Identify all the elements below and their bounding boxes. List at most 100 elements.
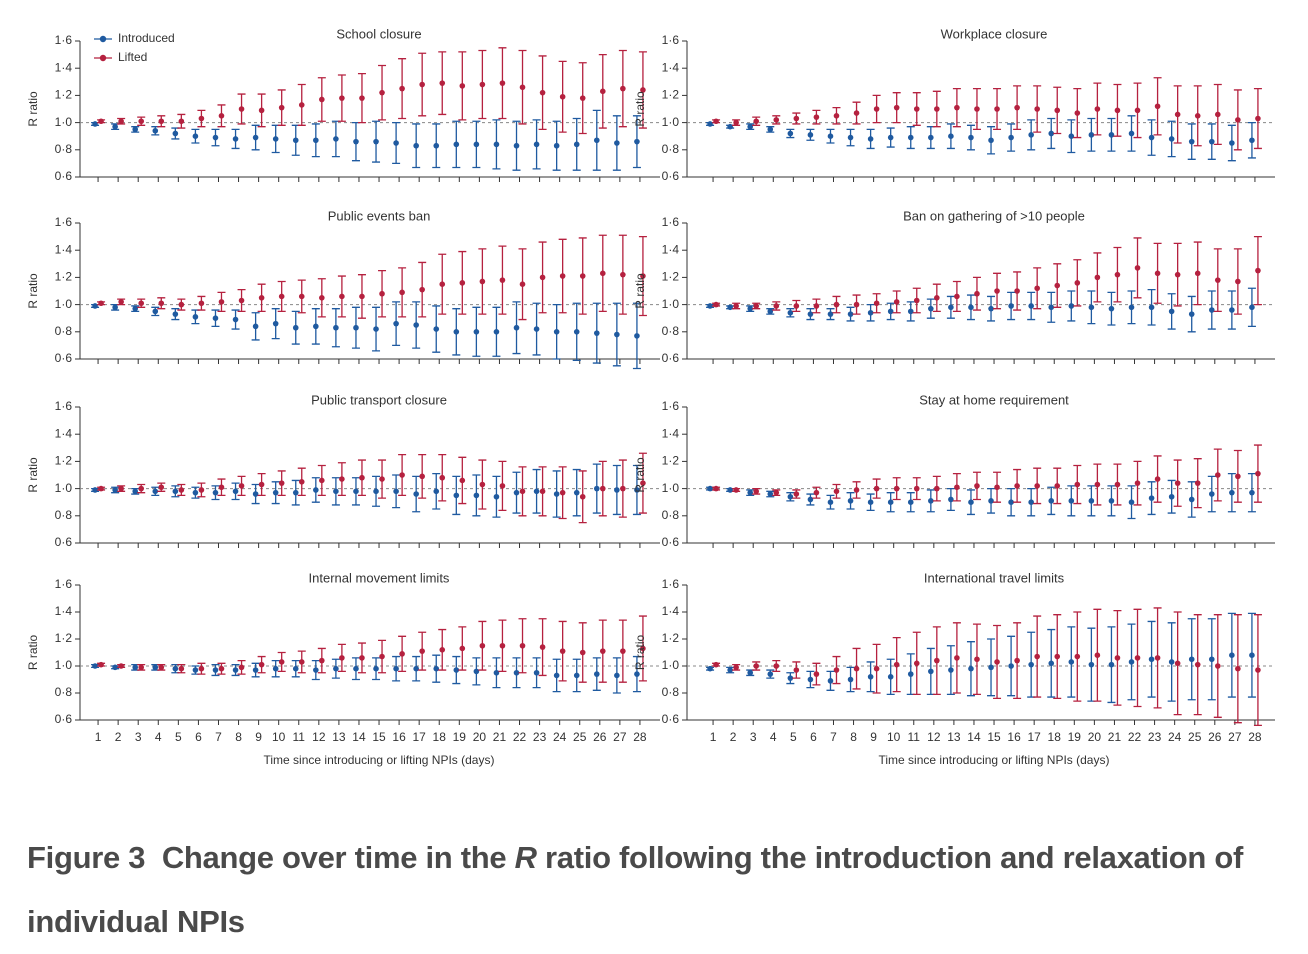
y-axis-label: R ratio <box>26 91 40 127</box>
point <box>1094 652 1101 658</box>
point <box>439 474 446 481</box>
y-tick-label: 1·6 <box>662 399 680 413</box>
y-tick-label: 0·6 <box>55 535 73 549</box>
y-tick-label: 1·6 <box>55 33 73 47</box>
point <box>948 304 954 311</box>
point <box>1208 307 1215 313</box>
point <box>232 667 239 673</box>
point <box>178 487 185 493</box>
y-tick-label: 1·0 <box>662 481 680 495</box>
point <box>419 648 425 654</box>
point <box>913 297 920 304</box>
x-tick-label: 20 <box>473 730 487 744</box>
point <box>873 300 880 307</box>
point <box>192 489 199 496</box>
point <box>553 672 560 679</box>
x-tick-label: 25 <box>573 730 587 744</box>
point <box>1174 271 1181 278</box>
point <box>559 93 566 100</box>
point <box>928 498 934 504</box>
point <box>1054 282 1061 289</box>
point <box>379 89 385 96</box>
point <box>807 676 814 683</box>
point <box>1174 480 1181 486</box>
point <box>399 289 405 296</box>
point <box>934 485 940 492</box>
point <box>479 81 486 88</box>
point <box>359 474 365 481</box>
point <box>218 113 225 119</box>
point <box>1194 270 1201 277</box>
point <box>92 121 98 127</box>
point <box>313 323 319 330</box>
point <box>1174 111 1181 118</box>
point <box>419 473 425 480</box>
point <box>634 138 640 145</box>
point <box>313 667 319 673</box>
point <box>634 487 640 493</box>
y-tick-label: 1·4 <box>55 426 73 440</box>
y-tick-label: 1·6 <box>662 577 680 591</box>
point <box>533 141 540 148</box>
x-tick-label: 11 <box>908 730 921 744</box>
point <box>1134 107 1141 114</box>
y-tick-label: 0·8 <box>55 324 73 338</box>
point <box>1148 656 1155 663</box>
point <box>373 138 379 145</box>
x-tick-label: 8 <box>850 730 857 744</box>
point <box>353 488 359 495</box>
point <box>1168 659 1175 665</box>
point <box>733 487 739 493</box>
point <box>1108 661 1115 668</box>
point <box>1114 107 1121 114</box>
point <box>1048 130 1055 137</box>
point <box>433 142 440 149</box>
point <box>353 138 359 145</box>
point <box>252 323 259 330</box>
point <box>713 118 719 125</box>
point <box>833 667 840 673</box>
point <box>493 493 500 500</box>
point <box>313 137 319 144</box>
point <box>1194 661 1201 668</box>
point <box>158 300 165 307</box>
point <box>974 483 980 489</box>
panel: Ban on gathering of >10 people R ratio 0·6… <box>633 208 1275 365</box>
point <box>747 305 754 312</box>
point <box>533 488 540 495</box>
point <box>533 326 540 332</box>
point <box>579 649 586 656</box>
point <box>1235 278 1241 285</box>
point <box>232 316 239 323</box>
point <box>634 671 640 677</box>
point <box>1208 491 1215 497</box>
point <box>1214 472 1221 478</box>
point <box>787 493 794 500</box>
y-tick-label: 0·6 <box>55 712 73 726</box>
point <box>968 665 974 672</box>
point <box>513 669 520 676</box>
point <box>620 485 626 492</box>
point <box>614 140 620 146</box>
x-tick-label: 19 <box>453 730 467 744</box>
point <box>513 489 520 496</box>
point <box>954 104 960 111</box>
point <box>1034 285 1040 292</box>
point <box>1128 304 1135 311</box>
point <box>339 476 345 482</box>
y-axis-label: R ratio <box>26 635 40 671</box>
point <box>1088 132 1095 138</box>
point <box>1114 655 1121 661</box>
point <box>727 304 733 311</box>
y-tick-label: 0·6 <box>55 169 73 183</box>
y-tick-label: 1·0 <box>55 658 73 672</box>
point <box>1249 652 1255 658</box>
point <box>1108 132 1115 138</box>
point <box>887 308 894 315</box>
point <box>453 329 460 335</box>
point <box>853 110 860 116</box>
point <box>833 488 840 495</box>
point <box>913 660 920 667</box>
point <box>948 667 954 673</box>
